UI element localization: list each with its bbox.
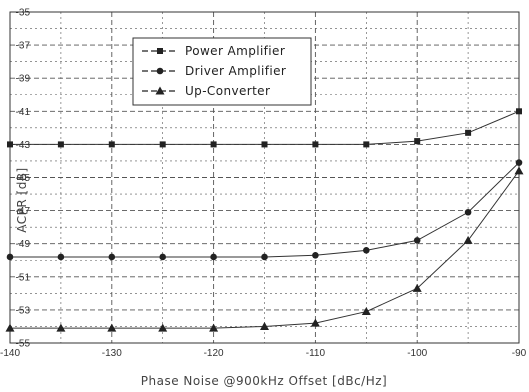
- data-point-driver-amplifier: [108, 253, 116, 261]
- y-tick-label: -43: [16, 140, 31, 151]
- data-point-driver-amplifier: [363, 247, 370, 254]
- legend-label-power-amplifier: Power Amplifier: [185, 44, 285, 58]
- y-tick-label: -55: [16, 339, 31, 350]
- legend-marker-up-converter: [155, 86, 165, 95]
- series-lines: [5, 108, 524, 332]
- data-point-up-converter: [209, 323, 219, 332]
- data-point-driver-amplifier: [210, 253, 217, 261]
- data-point-driver-amplifier: [515, 159, 523, 166]
- legend-label-up-converter: Up-Converter: [185, 84, 270, 98]
- x-tick-label: -100: [407, 348, 427, 359]
- data-point-up-converter: [158, 323, 168, 332]
- y-tick-label: -45: [16, 173, 31, 184]
- data-point-up-converter: [260, 321, 269, 330]
- data-point-up-converter: [310, 318, 320, 327]
- data-point-power-amplifier: [363, 141, 370, 148]
- data-point-power-amplifier: [108, 141, 115, 148]
- data-point-up-converter: [514, 166, 524, 175]
- data-point-driver-amplifier: [312, 251, 319, 259]
- x-tick-label: -90: [512, 348, 527, 359]
- data-point-power-amplifier: [7, 141, 13, 148]
- data-point-up-converter: [412, 283, 422, 292]
- x-tick-label: -140: [0, 348, 20, 359]
- x-tick-labels: -140 -130 -120 -110 -100 -90: [0, 348, 527, 359]
- legend-items: Power Amplifier Driver Amplifier Up-Conver…: [142, 44, 286, 98]
- y-tick-label: -39: [16, 74, 31, 85]
- data-point-power-amplifier: [210, 141, 217, 148]
- legend-marker-power-amplifier: [157, 48, 163, 54]
- data-point-power-amplifier: [516, 108, 522, 115]
- x-axis-label: Phase Noise @900kHz Offset [dBc/Hz]: [141, 374, 387, 388]
- y-tick-label: -49: [16, 239, 31, 250]
- data-point-power-amplifier: [57, 141, 64, 148]
- data-point-up-converter: [463, 235, 473, 244]
- data-point-driver-amplifier: [6, 253, 14, 261]
- y-tick-label: -53: [16, 305, 31, 316]
- legend-marker-driver-amplifier: [156, 67, 164, 75]
- x-tick-label: -130: [102, 348, 122, 359]
- data-point-driver-amplifier: [261, 253, 268, 261]
- data-point-driver-amplifier: [159, 253, 166, 261]
- y-tick-label: -35: [16, 8, 31, 19]
- data-point-power-amplifier: [465, 129, 472, 136]
- legend: Power Amplifier Driver Amplifier Up-Conver…: [132, 37, 312, 106]
- y-tick-label: -47: [16, 206, 31, 217]
- legend-label-driver-amplifier: Driver Amplifier: [185, 64, 286, 78]
- y-axis-label: ACPR [dB]: [15, 167, 29, 232]
- data-point-driver-amplifier: [57, 253, 65, 261]
- y-tick-labels: -55 -53 -51 -49 -47 -45 -43 -41 -39 -37 -35: [16, 8, 31, 350]
- data-point-power-amplifier: [159, 141, 166, 148]
- y-tick-label: -51: [16, 272, 31, 283]
- data-point-up-converter: [56, 323, 66, 332]
- data-point-up-converter: [107, 323, 117, 332]
- x-tick-label: -110: [306, 348, 326, 359]
- data-point-power-amplifier: [414, 138, 421, 145]
- data-point-power-amplifier: [312, 141, 319, 148]
- y-tick-label: -41: [16, 107, 31, 118]
- y-tick-label: -37: [16, 41, 31, 52]
- grid-lines: [10, 12, 519, 343]
- data-point-up-converter: [361, 307, 371, 316]
- x-tick-label: -120: [204, 348, 224, 359]
- data-point-driver-amplifier: [413, 237, 421, 244]
- data-point-power-amplifier: [261, 141, 268, 148]
- plot-frame: [9, 11, 520, 344]
- data-point-up-converter: [5, 323, 15, 332]
- data-point-driver-amplifier: [464, 208, 472, 216]
